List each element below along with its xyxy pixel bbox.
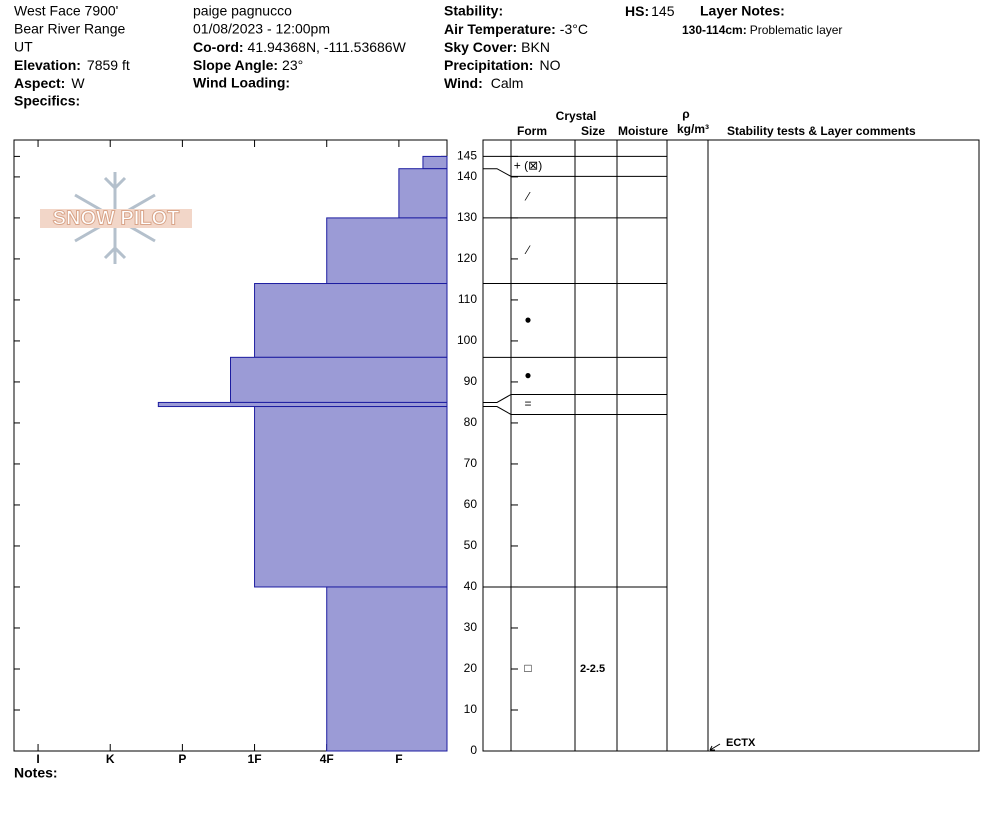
y-tick-label: 40: [464, 579, 478, 593]
test-label: ECTX: [726, 737, 756, 749]
wind-loading: Wind Loading:: [193, 75, 290, 91]
label: Wind:: [444, 75, 483, 91]
hardness-bar: [422, 155, 448, 170]
y-tick-label: 80: [464, 415, 478, 429]
y-tick-label: 70: [464, 456, 478, 470]
y-tick-label: 145: [457, 149, 477, 163]
label: Co-ord:: [193, 39, 244, 55]
label: Elevation:: [14, 57, 81, 73]
y-tick-label: 20: [464, 661, 478, 675]
col-header: Stability tests & Layer comments: [727, 124, 916, 138]
y-tick-label: 90: [464, 374, 478, 388]
layer-note: 130-114cm: Problematic layer: [682, 23, 842, 37]
layer-line: [483, 406, 667, 415]
value: W: [71, 75, 85, 91]
flake-tip: [103, 176, 127, 260]
test-arrow: [709, 743, 721, 751]
grain-form: ⁄: [524, 243, 531, 257]
col-header: Size: [581, 124, 605, 138]
y-tick-label: 60: [464, 497, 478, 511]
label: Aspect:: [14, 75, 65, 91]
label: HS:: [625, 3, 649, 19]
hardness-bar: [254, 406, 448, 588]
value: NO: [539, 57, 560, 73]
col-header: Form: [517, 124, 547, 138]
y-tick-label: 0: [470, 743, 477, 757]
state: UT: [14, 39, 33, 55]
elevation: Elevation: 7859 ft: [14, 57, 130, 73]
hardness-bar: [326, 217, 448, 285]
y-tick-label: 30: [464, 620, 478, 634]
y-tick-label: 140: [457, 169, 477, 183]
notes-label: Notes:: [14, 765, 58, 781]
layer-line: [483, 393, 667, 403]
x-tick-label: F: [395, 752, 402, 766]
grain-form: ⁄: [524, 189, 531, 203]
hardness-bar: [398, 168, 448, 219]
coord: Co-ord: 41.94368N, -111.53686W: [193, 39, 407, 55]
col-header: ρ: [682, 107, 689, 121]
precip: Precipitation: NO: [444, 57, 561, 73]
logo-band: [40, 209, 192, 228]
label: Sky Cover:: [444, 39, 517, 55]
value: Problematic layer: [750, 23, 843, 37]
datetime: 01/08/2023 - 12:00pm: [193, 21, 330, 37]
x-tick-label: 1F: [248, 752, 262, 766]
value: Calm: [491, 75, 524, 91]
grain-form: + (⊠): [514, 159, 542, 173]
value: -3°C: [560, 21, 588, 37]
x-tick-label: I: [36, 752, 39, 766]
logo: SNOW PILOT: [40, 172, 192, 264]
hardness-bar: [254, 283, 448, 358]
site: West Face 7900': [14, 3, 118, 19]
grain-size: 2-2.5: [580, 663, 605, 675]
label: Air Temperature:: [444, 21, 556, 37]
y-tick-label: 130: [457, 210, 477, 224]
y-tick-label: 120: [457, 251, 477, 265]
value: 145: [651, 3, 675, 19]
observer: paige pagnucco: [193, 3, 292, 19]
x-tick-label: 4F: [320, 752, 334, 766]
header: West Face 7900' Bear River Range UT Elev…: [14, 3, 842, 109]
logo-text: SNOW PILOT: [53, 207, 180, 229]
grain-form: ●: [524, 368, 531, 382]
wind: Wind: Calm: [444, 75, 523, 91]
range: Bear River Range: [14, 21, 125, 37]
hardness-bar: [326, 586, 448, 752]
stability: Stability:: [444, 3, 503, 19]
hardness-bar: [157, 401, 448, 408]
y-tick-label: 100: [457, 333, 477, 347]
label: Slope Angle:: [193, 57, 278, 73]
label: 130-114cm:: [682, 23, 747, 37]
y-tick-label: 10: [464, 702, 478, 716]
layer-line: [483, 168, 667, 177]
y-tick-label: 50: [464, 538, 478, 552]
aspect: Aspect: W: [14, 75, 85, 91]
grain-form: □: [524, 661, 531, 675]
specifics: Specifics:: [14, 93, 80, 109]
table-columns: [510, 140, 709, 751]
value: 23°: [282, 57, 303, 73]
layer-notes-title: Layer Notes:: [700, 3, 785, 19]
table-frame: [482, 139, 980, 752]
col-header: kg/m³: [677, 122, 709, 136]
hardness-bar: [230, 356, 448, 403]
hs: HS: 145: [625, 3, 675, 19]
x-tick-label: P: [178, 752, 186, 766]
grain-form: ●: [524, 313, 531, 327]
sky: Sky Cover: BKN: [444, 39, 550, 55]
value: 41.94368N, -111.53686W: [248, 39, 407, 55]
y-tick-label: 110: [458, 292, 477, 306]
value: BKN: [521, 39, 550, 55]
col-header: Moisture: [618, 124, 668, 138]
label: Precipitation:: [444, 57, 533, 73]
col-header: Crystal: [556, 109, 597, 123]
slope: Slope Angle: 23°: [193, 57, 303, 73]
x-tick-label: K: [106, 752, 115, 766]
grain-form: =: [524, 397, 531, 411]
value: 7859 ft: [87, 57, 130, 73]
air-temp: Air Temperature: -3°C: [444, 21, 588, 37]
